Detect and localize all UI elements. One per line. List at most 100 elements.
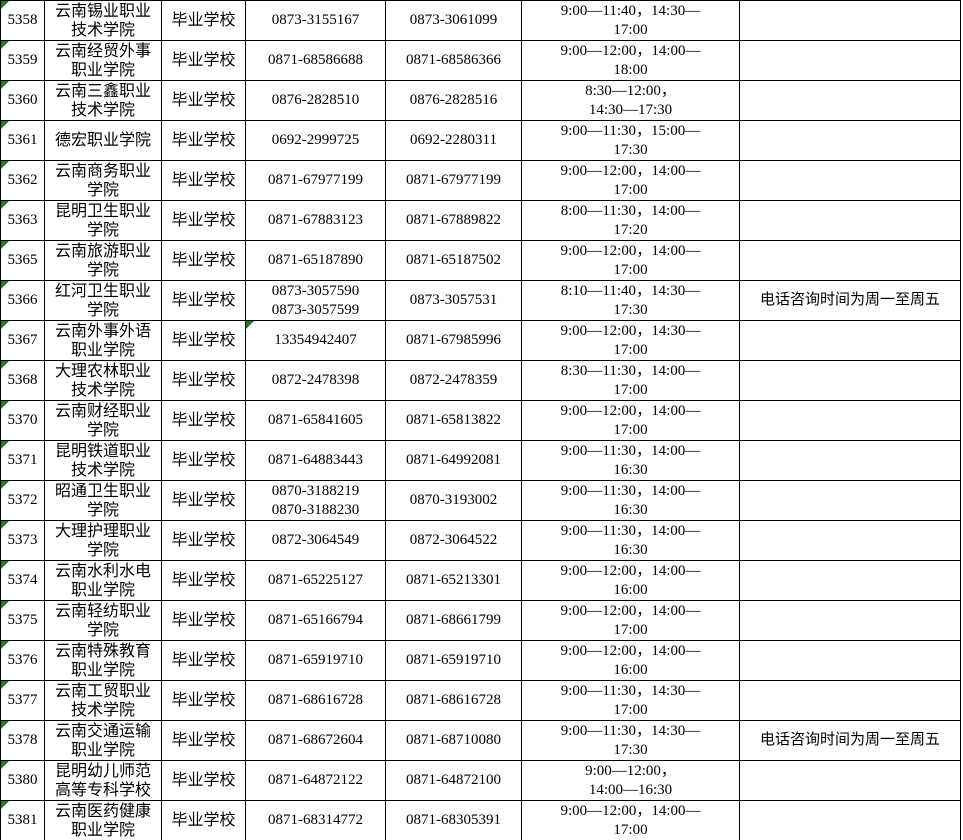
cell-school-type[interactable]: 毕业学校 [161, 0, 246, 41]
cell-note[interactable] [739, 0, 961, 41]
cell-school-type[interactable]: 毕业学校 [161, 320, 246, 361]
cell-phone-2[interactable]: 0872-3064522 [385, 520, 522, 561]
cell-phone-1[interactable]: 13354942407 [245, 320, 386, 361]
cell-consult-time[interactable]: 8:30—11:30，14:00— 17:00 [521, 360, 740, 401]
cell-note[interactable] [739, 560, 961, 601]
cell-consult-time[interactable]: 8:10—11:40，14:30— 17:30 [521, 280, 740, 321]
cell-note[interactable] [739, 400, 961, 441]
cell-school-name[interactable]: 云南经贸外事 职业学院 [44, 40, 162, 81]
cell-consult-time[interactable]: 9:00—12:00，14:00— 17:00 [521, 600, 740, 641]
cell-school-type[interactable]: 毕业学校 [161, 480, 246, 521]
cell-school-type[interactable]: 毕业学校 [161, 640, 246, 681]
cell-phone-2[interactable]: 0692-2280311 [385, 120, 522, 161]
cell-school-name[interactable]: 德宏职业学院 [44, 120, 162, 161]
cell-consult-time[interactable]: 9:00—12:00，14:00— 17:00 [521, 400, 740, 441]
cell-school-name[interactable]: 云南医药健康 职业学院 [44, 800, 162, 840]
cell-school-name[interactable]: 云南商务职业 学院 [44, 160, 162, 201]
cell-consult-time[interactable]: 9:00—11:40，14:30— 17:00 [521, 0, 740, 41]
cell-consult-time[interactable]: 8:30—12:00， 14:30—17:30 [521, 80, 740, 121]
cell-school-name[interactable]: 昆明卫生职业 学院 [44, 200, 162, 241]
cell-row-id[interactable]: 5362 [0, 160, 45, 201]
cell-note[interactable]: 电话咨询时间为周一至周五 [739, 720, 961, 761]
cell-note[interactable] [739, 240, 961, 281]
cell-note[interactable] [739, 680, 961, 721]
cell-phone-1[interactable]: 0872-2478398 [245, 360, 386, 401]
cell-phone-1[interactable]: 0871-64883443 [245, 440, 386, 481]
cell-note[interactable] [739, 480, 961, 521]
cell-phone-2[interactable]: 0871-68305391 [385, 800, 522, 840]
cell-phone-2[interactable]: 0872-2478359 [385, 360, 522, 401]
cell-phone-2[interactable]: 0871-68661799 [385, 600, 522, 641]
cell-phone-2[interactable]: 0871-67985996 [385, 320, 522, 361]
cell-phone-1[interactable]: 0871-68314772 [245, 800, 386, 840]
cell-consult-time[interactable]: 9:00—12:00，14:00— 17:00 [521, 160, 740, 201]
cell-school-type[interactable]: 毕业学校 [161, 120, 246, 161]
cell-note[interactable] [739, 320, 961, 361]
cell-note[interactable] [739, 760, 961, 801]
cell-school-name[interactable]: 昭通卫生职业 学院 [44, 480, 162, 521]
cell-phone-2[interactable]: 0871-65813822 [385, 400, 522, 441]
cell-note[interactable] [739, 120, 961, 161]
cell-row-id[interactable]: 5366 [0, 280, 45, 321]
cell-school-name[interactable]: 云南交通运输 职业学院 [44, 720, 162, 761]
cell-row-id[interactable]: 5374 [0, 560, 45, 601]
cell-school-name[interactable]: 云南锡业职业 技术学院 [44, 0, 162, 41]
cell-row-id[interactable]: 5367 [0, 320, 45, 361]
cell-phone-1[interactable]: 0873-3155167 [245, 0, 386, 41]
cell-phone-2[interactable]: 0876-2828516 [385, 80, 522, 121]
cell-note[interactable] [739, 800, 961, 840]
cell-consult-time[interactable]: 9:00—11:30，15:00— 17:30 [521, 120, 740, 161]
cell-school-type[interactable]: 毕业学校 [161, 800, 246, 840]
cell-phone-2[interactable]: 0871-64992081 [385, 440, 522, 481]
cell-row-id[interactable]: 5380 [0, 760, 45, 801]
cell-phone-2[interactable]: 0871-65213301 [385, 560, 522, 601]
cell-consult-time[interactable]: 9:00—11:30，14:00— 16:30 [521, 520, 740, 561]
cell-note[interactable]: 电话咨询时间为周一至周五 [739, 280, 961, 321]
cell-note[interactable] [739, 520, 961, 561]
cell-consult-time[interactable]: 9:00—11:30，14:30— 17:30 [521, 720, 740, 761]
cell-phone-1[interactable]: 0871-65919710 [245, 640, 386, 681]
cell-note[interactable] [739, 440, 961, 481]
cell-school-name[interactable]: 云南财经职业 学院 [44, 400, 162, 441]
cell-phone-1[interactable]: 0871-68672604 [245, 720, 386, 761]
cell-school-name[interactable]: 云南特殊教育 职业学院 [44, 640, 162, 681]
cell-school-name[interactable]: 云南三鑫职业 技术学院 [44, 80, 162, 121]
cell-row-id[interactable]: 5359 [0, 40, 45, 81]
cell-school-type[interactable]: 毕业学校 [161, 520, 246, 561]
cell-phone-1[interactable]: 0871-64872122 [245, 760, 386, 801]
cell-consult-time[interactable]: 9:00—11:30，14:30— 17:00 [521, 680, 740, 721]
cell-consult-time[interactable]: 9:00—12:00，14:00— 17:00 [521, 800, 740, 840]
cell-note[interactable] [739, 600, 961, 641]
cell-phone-2[interactable]: 0871-68710080 [385, 720, 522, 761]
cell-school-name[interactable]: 红河卫生职业 学院 [44, 280, 162, 321]
cell-phone-2[interactable]: 0873-3061099 [385, 0, 522, 41]
cell-consult-time[interactable]: 9:00—12:00，14:00— 16:00 [521, 640, 740, 681]
cell-row-id[interactable]: 5360 [0, 80, 45, 121]
cell-phone-1[interactable]: 0871-65187890 [245, 240, 386, 281]
cell-school-type[interactable]: 毕业学校 [161, 720, 246, 761]
cell-phone-1[interactable]: 0871-67977199 [245, 160, 386, 201]
cell-phone-1[interactable]: 0871-65225127 [245, 560, 386, 601]
cell-consult-time[interactable]: 9:00—12:00，14:00— 17:00 [521, 240, 740, 281]
cell-phone-1[interactable]: 0871-68616728 [245, 680, 386, 721]
cell-note[interactable] [739, 200, 961, 241]
cell-school-type[interactable]: 毕业学校 [161, 760, 246, 801]
cell-phone-1[interactable]: 0871-65841605 [245, 400, 386, 441]
cell-note[interactable] [739, 80, 961, 121]
cell-phone-2[interactable]: 0873-3057531 [385, 280, 522, 321]
cell-phone-1[interactable]: 0872-3064549 [245, 520, 386, 561]
cell-row-id[interactable]: 5368 [0, 360, 45, 401]
cell-row-id[interactable]: 5378 [0, 720, 45, 761]
cell-consult-time[interactable]: 9:00—12:00，14:00— 18:00 [521, 40, 740, 81]
cell-school-name[interactable]: 大理农林职业 技术学院 [44, 360, 162, 401]
cell-phone-2[interactable]: 0871-64872100 [385, 760, 522, 801]
cell-consult-time[interactable]: 9:00—11:30，14:00— 16:30 [521, 480, 740, 521]
cell-phone-1[interactable]: 0876-2828510 [245, 80, 386, 121]
cell-phone-2[interactable]: 0871-67977199 [385, 160, 522, 201]
cell-note[interactable] [739, 40, 961, 81]
cell-school-type[interactable]: 毕业学校 [161, 200, 246, 241]
cell-note[interactable] [739, 360, 961, 401]
cell-phone-1[interactable]: 0873-3057590 0873-3057599 [245, 280, 386, 321]
cell-row-id[interactable]: 5361 [0, 120, 45, 161]
cell-phone-2[interactable]: 0871-68616728 [385, 680, 522, 721]
